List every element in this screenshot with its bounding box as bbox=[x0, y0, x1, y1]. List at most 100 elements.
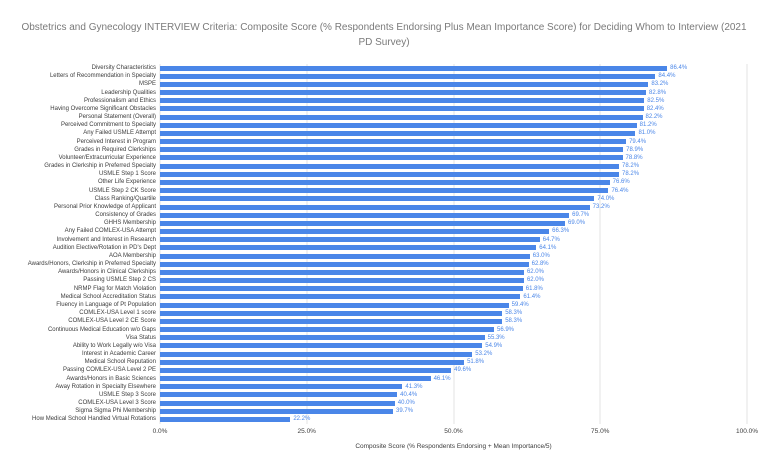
bar bbox=[160, 139, 627, 145]
bar-row: Continuous Medical Education w/o Gaps 56.… bbox=[48, 326, 747, 334]
bar-row: AOA Membership 63.0% bbox=[109, 252, 747, 260]
value-label: 53.2% bbox=[475, 351, 493, 358]
value-label: 40.0% bbox=[397, 400, 415, 407]
category-label: MSPE bbox=[138, 81, 156, 88]
bar bbox=[160, 98, 645, 104]
value-label: 66.3% bbox=[552, 228, 570, 235]
bar bbox=[160, 351, 473, 357]
bar-row: How Medical School Handled Virtual Rotat… bbox=[32, 415, 747, 423]
x-tick-label: 0.0% bbox=[152, 428, 168, 435]
category-label: Personal Prior Knowledge of Applicant bbox=[53, 203, 156, 210]
category-label: Awards/Honors, Clerkship in Preferred Sp… bbox=[27, 261, 156, 268]
bar-row: Away Rotation in Specialty Elsewhere 41.3… bbox=[55, 383, 747, 391]
bar-row: Consistency of Grades 69.7% bbox=[95, 211, 747, 219]
bar-row: Audition Elective/Rotation in PD's Dept 6… bbox=[53, 244, 747, 252]
bar bbox=[160, 106, 644, 112]
value-label: 82.2% bbox=[645, 114, 663, 121]
bar-row: Grades in Required Clerkships 78.9% bbox=[74, 146, 747, 154]
value-label: 76.6% bbox=[612, 179, 630, 186]
value-label: 61.8% bbox=[525, 285, 543, 292]
bar bbox=[160, 163, 620, 169]
bar bbox=[160, 196, 595, 202]
value-label: 40.4% bbox=[400, 391, 418, 398]
bar-rows: Diversity Characteristics 86.4% Letters of… bbox=[28, 64, 747, 424]
category-label: Letters of Recommendation in Specialty bbox=[49, 73, 156, 80]
value-label: 78.8% bbox=[625, 154, 643, 161]
value-label: 39.7% bbox=[396, 408, 414, 415]
bar bbox=[160, 229, 550, 235]
value-label: 78.2% bbox=[622, 171, 640, 178]
bar-row: NRMP Flag for Match Violation 61.8% bbox=[74, 285, 747, 293]
category-label: Away Rotation in Specialty Elsewhere bbox=[55, 383, 156, 390]
bar-row: Having Overcome Significant Obstacles 82.… bbox=[50, 105, 747, 113]
bar-row: Medical School Reputation 51.8% bbox=[85, 358, 747, 366]
x-tick-label: 25.0% bbox=[297, 428, 316, 435]
value-label: 64.1% bbox=[539, 244, 557, 251]
category-label: Consistency of Grades bbox=[95, 212, 156, 219]
value-label: 82.5% bbox=[647, 97, 665, 104]
value-label: 63.0% bbox=[532, 252, 550, 259]
bar bbox=[160, 416, 291, 422]
bar bbox=[160, 310, 503, 316]
category-label: COMLEX-USA Level 2 CE Score bbox=[68, 318, 156, 325]
value-label: 58.3% bbox=[505, 318, 523, 325]
bar bbox=[160, 245, 537, 251]
value-label: 74.0% bbox=[597, 195, 615, 202]
category-label: Interest in Academic Career bbox=[81, 351, 156, 358]
value-label: 62.8% bbox=[531, 261, 549, 268]
category-label: Involvement and Interest in Research bbox=[56, 236, 156, 243]
category-label: Personal Statement (Overall) bbox=[78, 114, 156, 121]
bar-row: Volunteer/Extracurricular Experience 78.8… bbox=[59, 154, 747, 162]
value-label: 76.4% bbox=[611, 187, 629, 194]
category-label: USMLE Step 3 Score bbox=[98, 391, 156, 398]
bar bbox=[160, 269, 524, 275]
category-label: Perceived Commitment to Specialty bbox=[60, 122, 156, 129]
bar bbox=[160, 343, 483, 349]
bar bbox=[160, 90, 647, 96]
bar-row: Grades in Clerkship in Preferred Special… bbox=[44, 162, 747, 170]
bar bbox=[160, 188, 609, 194]
bar-row: USMLE Step 2 CK Score 76.4% bbox=[89, 187, 747, 195]
bar-row: Personal Statement (Overall) 82.2% bbox=[79, 113, 747, 121]
plot-area: Diversity Characteristics 86.4% Letters of… bbox=[28, 64, 748, 424]
gridline bbox=[599, 64, 601, 424]
category-label: Medical School Reputation bbox=[84, 359, 156, 366]
bar-row: Interest in Academic Career 53.2% bbox=[82, 350, 747, 358]
category-label: GHHS Membership bbox=[103, 220, 156, 227]
x-tick-label: 50.0% bbox=[444, 428, 463, 435]
category-label: Passing USMLE Step 2 CS bbox=[83, 277, 156, 284]
bar-row: COMLEX-USA Level 2 CE Score 58.3% bbox=[68, 317, 747, 325]
bar-row: Other Life Experience 76.6% bbox=[98, 178, 747, 186]
value-label: 84.4% bbox=[658, 73, 676, 80]
value-label: 73.2% bbox=[592, 203, 610, 210]
bar bbox=[160, 408, 394, 414]
bar bbox=[160, 122, 637, 128]
value-label: 69.0% bbox=[568, 220, 586, 227]
category-label: Professionalism and Ethics bbox=[83, 97, 156, 104]
bar-row: Any Failed COMLEX-USA Attempt 66.3% bbox=[65, 227, 747, 235]
bar bbox=[160, 318, 503, 324]
bar-row: USMLE Step 3 Score 40.4% bbox=[99, 391, 747, 399]
category-label: COMLEX-USA Level 3 Score bbox=[78, 400, 156, 407]
x-axis-ticks: 0.0% 25.0% 50.0% 75.0% 100.0% bbox=[153, 428, 758, 438]
bar bbox=[160, 327, 494, 333]
category-label: Any Failed USMLE Attempt bbox=[83, 130, 156, 137]
bar bbox=[160, 130, 636, 136]
category-label: How Medical School Handled Virtual Rotat… bbox=[32, 416, 156, 423]
value-label: 83.2% bbox=[651, 81, 669, 88]
bar-row: Involvement and Interest in Research 64.7… bbox=[57, 236, 747, 244]
bar-row: Letters of Recommendation in Specialty 84… bbox=[50, 72, 747, 80]
category-label: Other Life Experience bbox=[97, 179, 156, 186]
bar-row: COMLEX-USA Level 3 Score 40.0% bbox=[78, 399, 747, 407]
bar bbox=[160, 376, 431, 382]
value-label: 61.4% bbox=[523, 293, 541, 300]
value-label: 22.2% bbox=[293, 416, 311, 423]
bar bbox=[160, 73, 656, 79]
category-label: NRMP Flag for Match Violation bbox=[73, 285, 156, 292]
bar-row: Leadership Qualities 82.8% bbox=[101, 89, 747, 97]
bar-row: Personal Prior Knowledge of Applicant 73.… bbox=[54, 203, 747, 211]
bar-row: Awards/Honors in Clinical Clerkships 62.0… bbox=[58, 268, 747, 276]
bar-row: COMLEX-USA Level 1 score 58.3% bbox=[79, 309, 747, 317]
bar bbox=[160, 400, 395, 406]
